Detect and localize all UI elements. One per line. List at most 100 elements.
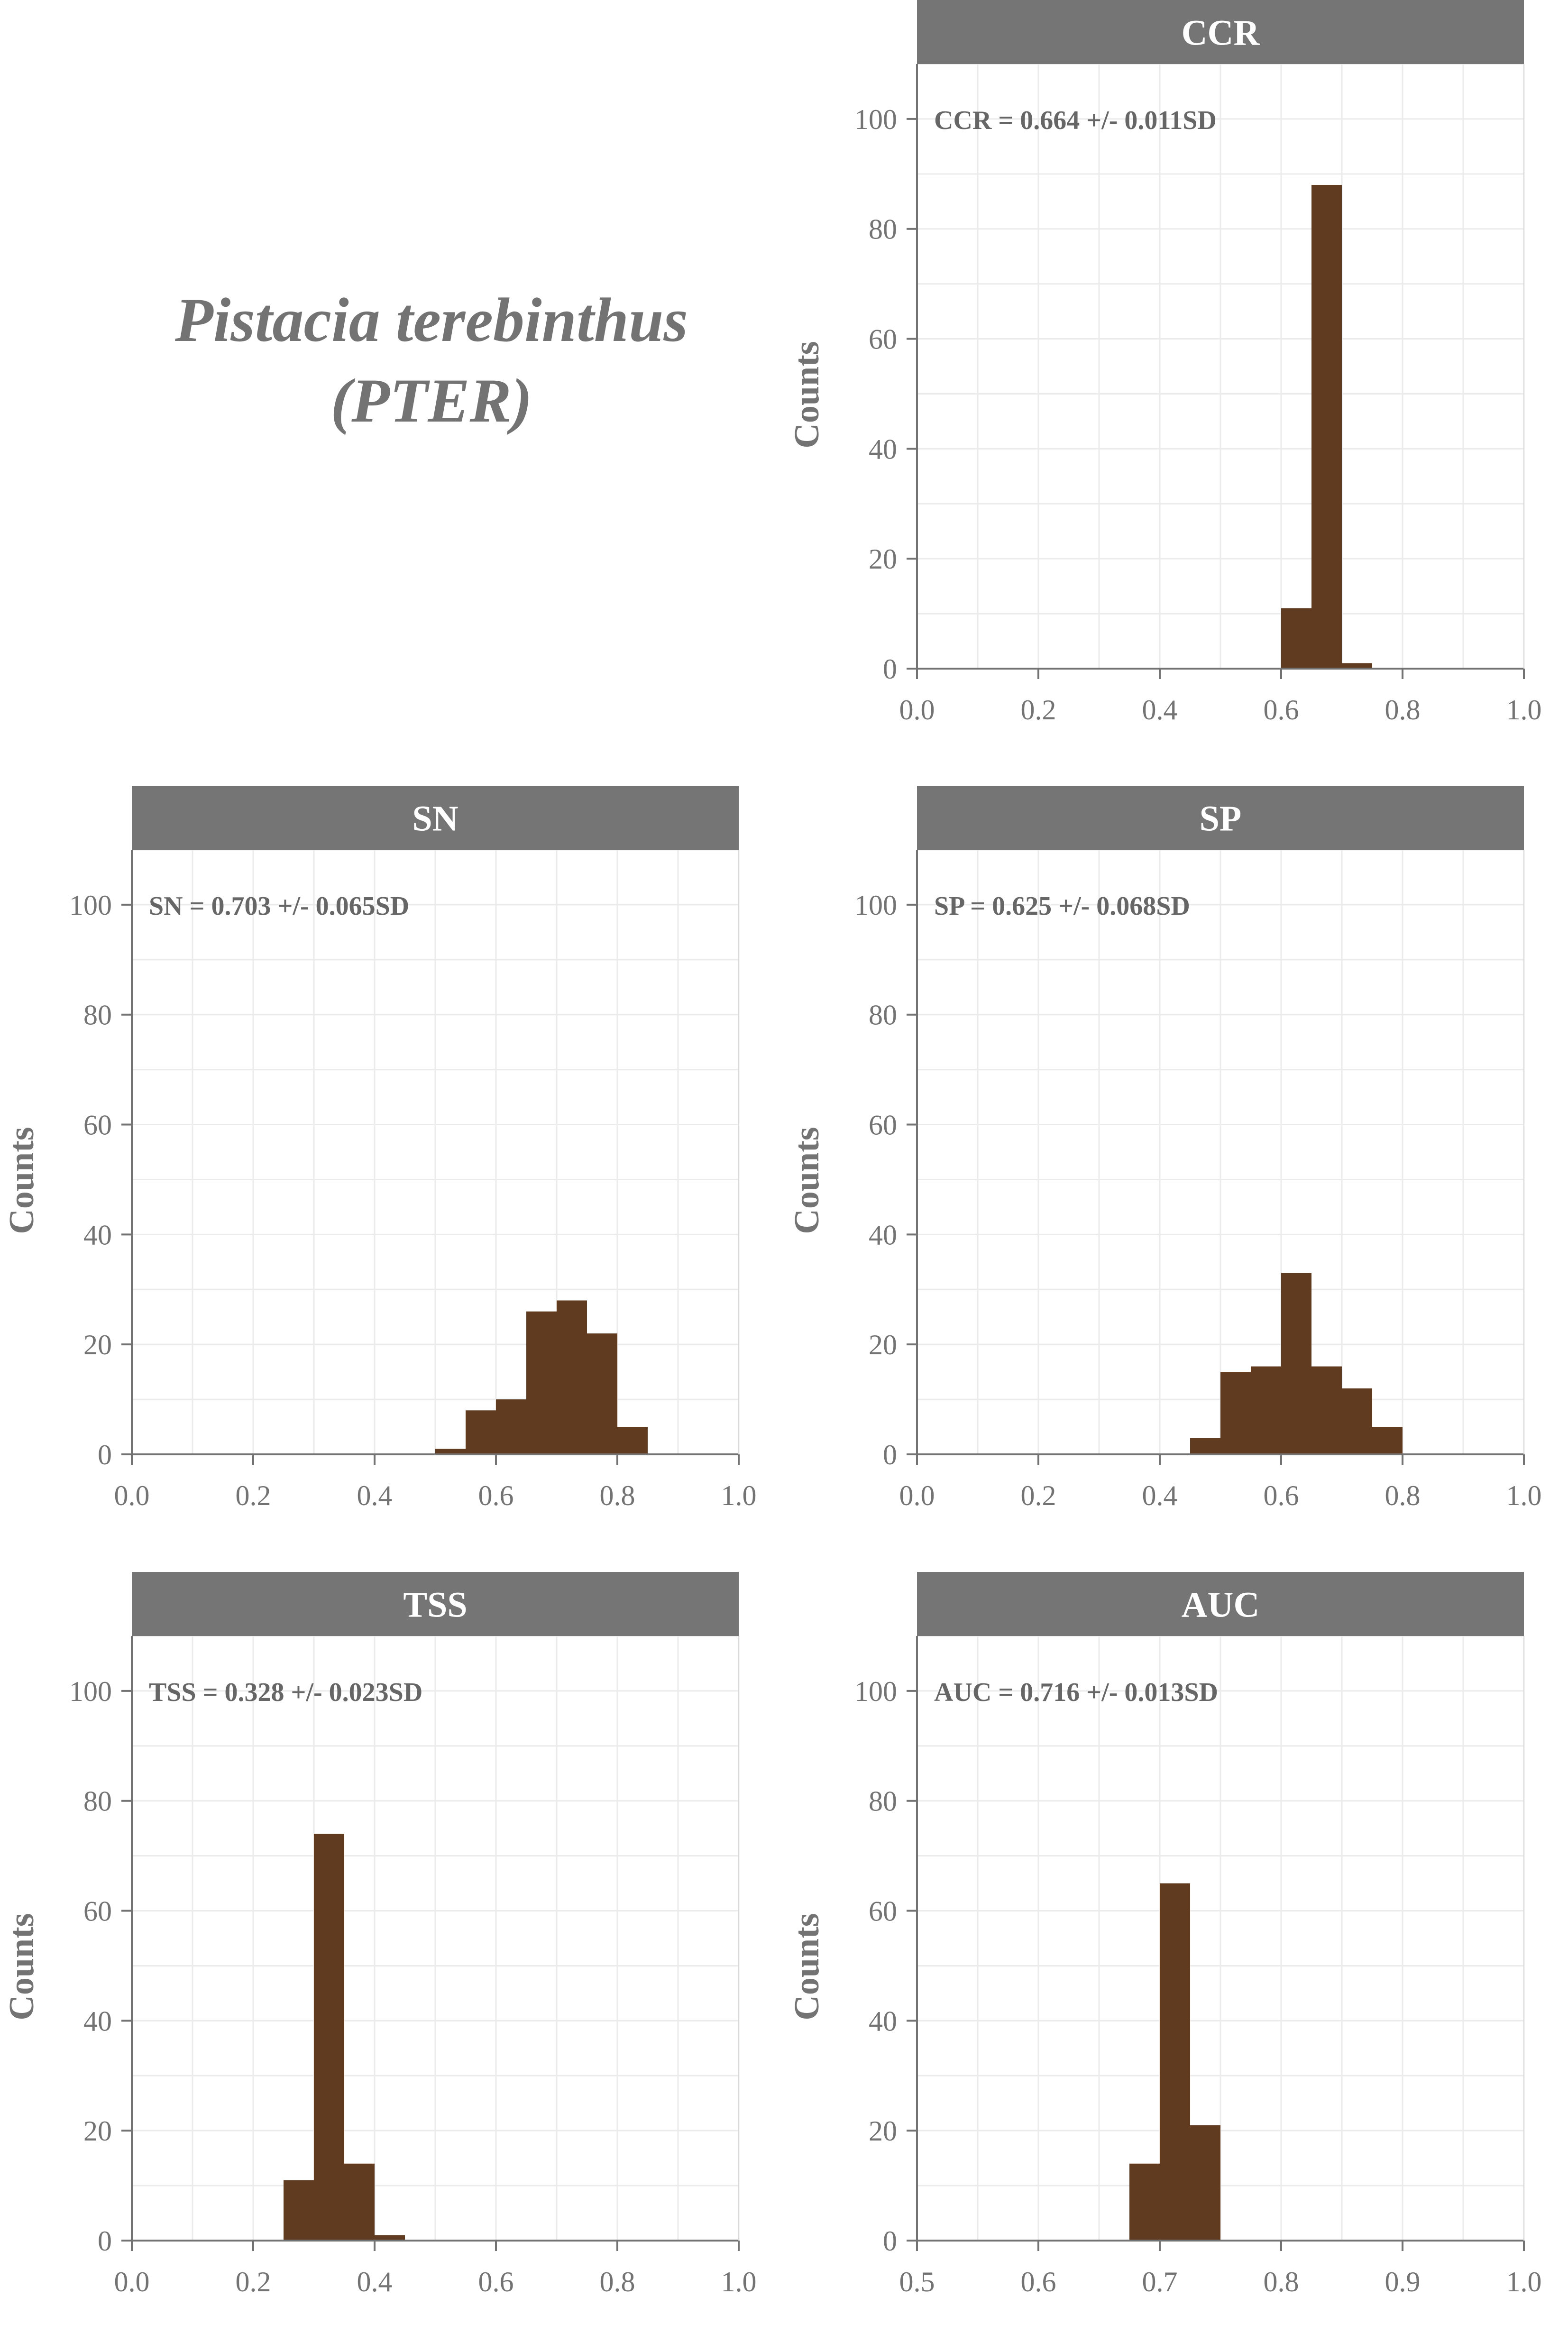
histogram-bar — [284, 2180, 314, 2241]
y-tick-label: 100 — [69, 890, 112, 921]
x-tick-label: 0.0 — [899, 1480, 935, 1511]
stat-annotation: AUC = 0.716 +/- 0.013SD — [934, 1678, 1218, 1707]
y-axis-title: Counts — [788, 1127, 826, 1234]
y-tick-label: 80 — [869, 1786, 897, 1817]
panel-auc: 0.5 0.6 0.7 0.8 0.9 1.0 0 20 40 60 80 100 Counts AUC A… — [788, 1572, 1542, 2297]
x-tick-label: 0.2 — [1021, 694, 1056, 726]
histogram-bar — [1160, 1883, 1190, 2241]
stat-annotation: SN = 0.703 +/- 0.065SD — [149, 891, 409, 921]
y-tick-label: 100 — [854, 890, 897, 921]
x-tick-label: 0.2 — [236, 1480, 271, 1511]
x-tick-label: 1.0 — [721, 2266, 757, 2297]
histogram-bar — [1281, 1273, 1311, 1454]
histogram-bar — [1129, 2163, 1160, 2241]
x-tick-label: 0.4 — [357, 1480, 393, 1511]
panel-ccr: 0.0 0.2 0.4 0.6 0.8 1.0 0 20 40 60 80 100 Counts CCR C… — [788, 0, 1542, 726]
x-tick-label: 0.8 — [1264, 2266, 1299, 2297]
histogram-bar — [587, 1333, 617, 1454]
facet-strip — [132, 1572, 739, 1636]
y-tick-label: 20 — [83, 2115, 112, 2147]
x-tick-label: 0.6 — [1264, 1480, 1299, 1511]
histogram-bar — [1251, 1366, 1281, 1454]
histogram-bar — [344, 2163, 375, 2241]
y-tick-label: 60 — [83, 1896, 112, 1927]
histogram-bar — [1220, 1372, 1251, 1454]
histogram-bar — [1311, 1366, 1342, 1454]
stat-annotation: TSS = 0.328 +/- 0.023SD — [149, 1678, 422, 1707]
x-tick-label: 0.0 — [899, 694, 935, 726]
histogram-bar — [1190, 2125, 1220, 2241]
panel-sn: 0.0 0.2 0.4 0.6 0.8 1.0 0 20 40 60 80 100 Counts SN SN… — [2, 786, 757, 1511]
y-tick-label: 0 — [98, 2225, 112, 2257]
facet-strip-label: AUC — [1182, 1585, 1260, 1625]
y-tick-label: 60 — [869, 324, 897, 355]
x-tick-label: 0.4 — [1142, 1480, 1178, 1511]
x-tick-label: 0.2 — [236, 2266, 271, 2297]
histogram-bar — [1342, 1388, 1372, 1454]
y-tick-label: 60 — [869, 1110, 897, 1141]
histogram-bar — [1281, 608, 1311, 669]
species-title: Pistacia terebinthus (PTER) — [95, 280, 768, 441]
histogram-bar — [466, 1410, 496, 1454]
species-code: (PTER) — [330, 366, 532, 435]
x-tick-label: 0.6 — [478, 1480, 514, 1511]
x-tick-label: 0.8 — [1385, 694, 1421, 726]
panel-tss: 0.0 0.2 0.4 0.6 0.8 1.0 0 20 40 60 80 100 Counts TSS T… — [2, 1572, 757, 2297]
histogram-bar — [375, 2235, 405, 2241]
x-tick-label: 0.5 — [899, 2266, 935, 2297]
y-tick-label: 20 — [869, 1329, 897, 1360]
x-tick-label: 0.8 — [600, 2266, 635, 2297]
y-tick-label: 80 — [83, 1000, 112, 1031]
x-tick-label: 0.0 — [114, 1480, 150, 1511]
x-tick-label: 0.4 — [1142, 694, 1178, 726]
x-tick-label: 0.8 — [1385, 1480, 1421, 1511]
histogram-bar — [1190, 1438, 1220, 1454]
x-tick-label: 1.0 — [1506, 1480, 1542, 1511]
histogram-bar — [526, 1311, 557, 1454]
y-tick-label: 40 — [869, 2005, 897, 2037]
y-tick-label: 0 — [883, 653, 897, 685]
y-tick-label: 80 — [869, 1000, 897, 1031]
x-tick-label: 0.4 — [357, 2266, 393, 2297]
y-tick-label: 40 — [869, 1219, 897, 1250]
stat-annotation: CCR = 0.664 +/- 0.011SD — [934, 106, 1217, 135]
histogram-bar — [314, 1834, 344, 2241]
y-axis-title: Counts — [2, 1127, 41, 1234]
histogram-bar — [617, 1427, 648, 1454]
histogram-bar — [1342, 663, 1372, 669]
histogram-bar — [435, 1449, 466, 1454]
panel-sp: 0.0 0.2 0.4 0.6 0.8 1.0 0 20 40 60 80 100 Counts SP SP… — [788, 786, 1542, 1511]
x-tick-label: 0.0 — [114, 2266, 150, 2297]
x-tick-label: 0.6 — [1021, 2266, 1056, 2297]
histogram-bar — [557, 1300, 587, 1454]
facet-strip — [917, 786, 1524, 850]
species-name: Pistacia terebinthus — [175, 285, 688, 355]
y-axis-title: Counts — [788, 341, 826, 448]
y-tick-label: 40 — [83, 1219, 112, 1250]
y-tick-label: 60 — [83, 1110, 112, 1141]
y-tick-label: 20 — [869, 543, 897, 575]
y-tick-label: 80 — [869, 214, 897, 245]
y-tick-label: 60 — [869, 1896, 897, 1927]
x-tick-label: 1.0 — [1506, 694, 1542, 726]
y-axis-title: Counts — [2, 1913, 41, 2020]
facet-strip — [132, 786, 739, 850]
histogram-bar — [1311, 185, 1342, 669]
y-axis-title: Counts — [788, 1913, 826, 2020]
x-tick-label: 0.8 — [600, 1480, 635, 1511]
x-tick-label: 0.9 — [1385, 2266, 1421, 2297]
stat-annotation: SP = 0.625 +/- 0.068SD — [934, 891, 1190, 921]
facet-strip — [917, 1572, 1524, 1636]
x-tick-label: 1.0 — [1506, 2266, 1542, 2297]
x-tick-label: 0.6 — [478, 2266, 514, 2297]
facet-strip — [917, 0, 1524, 64]
y-tick-label: 100 — [854, 104, 897, 135]
y-tick-label: 20 — [83, 1329, 112, 1360]
y-tick-label: 0 — [98, 1439, 112, 1470]
y-tick-label: 0 — [883, 2225, 897, 2257]
x-tick-label: 0.2 — [1021, 1480, 1056, 1511]
y-tick-label: 100 — [854, 1676, 897, 1707]
facet-strip-label: SP — [1200, 799, 1242, 839]
y-tick-label: 40 — [83, 2005, 112, 2037]
